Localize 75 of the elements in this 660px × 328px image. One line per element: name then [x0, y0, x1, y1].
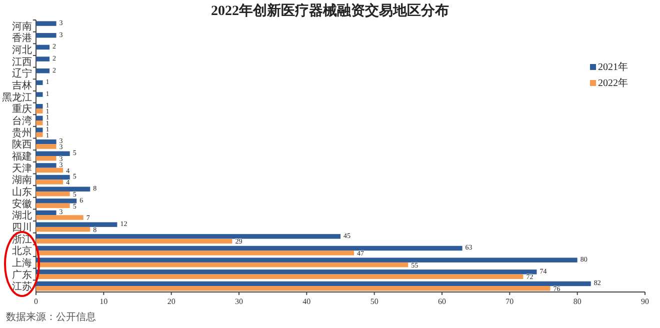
bar [36, 186, 90, 192]
bar [36, 203, 70, 208]
bar [36, 198, 77, 204]
bar [36, 274, 524, 279]
bar [36, 258, 578, 262]
bar [36, 68, 50, 74]
x-tick-label: 30 [235, 297, 243, 306]
bar [36, 104, 43, 109]
bar [36, 191, 70, 196]
y-tick-label: 广东 [12, 268, 32, 281]
x-tick-label: 40 [302, 297, 311, 306]
y-tick-label: 江西 [12, 56, 32, 68]
x-tick-label: 0 [34, 297, 38, 306]
bar [36, 151, 70, 156]
y-tick-label: 湖北 [12, 210, 32, 222]
legend-label: 2021年 [598, 61, 628, 73]
bar [36, 215, 84, 220]
bar [36, 180, 64, 184]
y-tick-label: 香港 [12, 32, 32, 44]
bar [36, 139, 56, 144]
bar [36, 234, 340, 239]
bar [36, 163, 56, 168]
y-tick-label: 吉林 [12, 80, 32, 92]
y-tick-label: 安徽 [12, 198, 32, 210]
x-tick-label: 80 [573, 297, 582, 306]
bar [36, 144, 56, 149]
bar [36, 80, 43, 86]
y-tick-label: 江苏 [12, 280, 32, 293]
bar [36, 120, 43, 126]
bar [36, 174, 70, 180]
bar [36, 21, 56, 26]
y-tick-label: 台湾 [12, 115, 32, 128]
bar [36, 246, 462, 251]
x-tick-label: 50 [370, 297, 378, 306]
legend-label: 2022年 [598, 77, 628, 89]
x-tick-label: 70 [506, 297, 514, 306]
x-tick-label: 10 [100, 297, 108, 306]
bar [36, 44, 50, 50]
bar [36, 286, 550, 291]
bar [36, 156, 56, 161]
bar [36, 238, 232, 244]
y-tick-label: 北京 [12, 245, 32, 258]
bar [36, 128, 43, 132]
bar [36, 226, 90, 232]
bar [36, 116, 43, 121]
bar [36, 210, 56, 216]
y-tick-label: 山东 [12, 186, 32, 198]
y-tick-label: 陕西 [12, 138, 32, 151]
bar [36, 132, 43, 138]
bar [36, 270, 537, 274]
y-tick-label: 湖南 [12, 174, 32, 186]
bar [36, 92, 43, 97]
y-tick-label: 河南 [12, 20, 32, 32]
bar [36, 168, 64, 173]
y-tick-label: 辽宁 [12, 68, 32, 80]
bar [36, 250, 354, 256]
x-tick-label: 60 [438, 297, 446, 306]
x-tick-label: 90 [641, 297, 649, 306]
y-tick-label: 福建 [12, 150, 32, 162]
y-tick-label: 贵州 [12, 126, 32, 139]
bar [36, 33, 56, 38]
y-tick-label: 上海 [12, 256, 32, 269]
bar [36, 262, 408, 268]
y-tick-label: 四川 [12, 221, 32, 234]
bar [36, 108, 43, 114]
y-tick-label: 天津 [12, 162, 32, 174]
bar [36, 222, 118, 227]
bar [36, 56, 50, 62]
source-note: 数据来源：公开信息 [6, 311, 96, 323]
y-tick-label: 重庆 [12, 103, 32, 116]
chart-title: 2022年创新医疗器械融资交易地区分布 [211, 2, 449, 19]
y-tick-label: 河北 [12, 44, 32, 56]
bar [36, 281, 591, 286]
y-tick-label: 黑龙江 [2, 91, 32, 104]
x-tick-label: 20 [167, 297, 176, 306]
